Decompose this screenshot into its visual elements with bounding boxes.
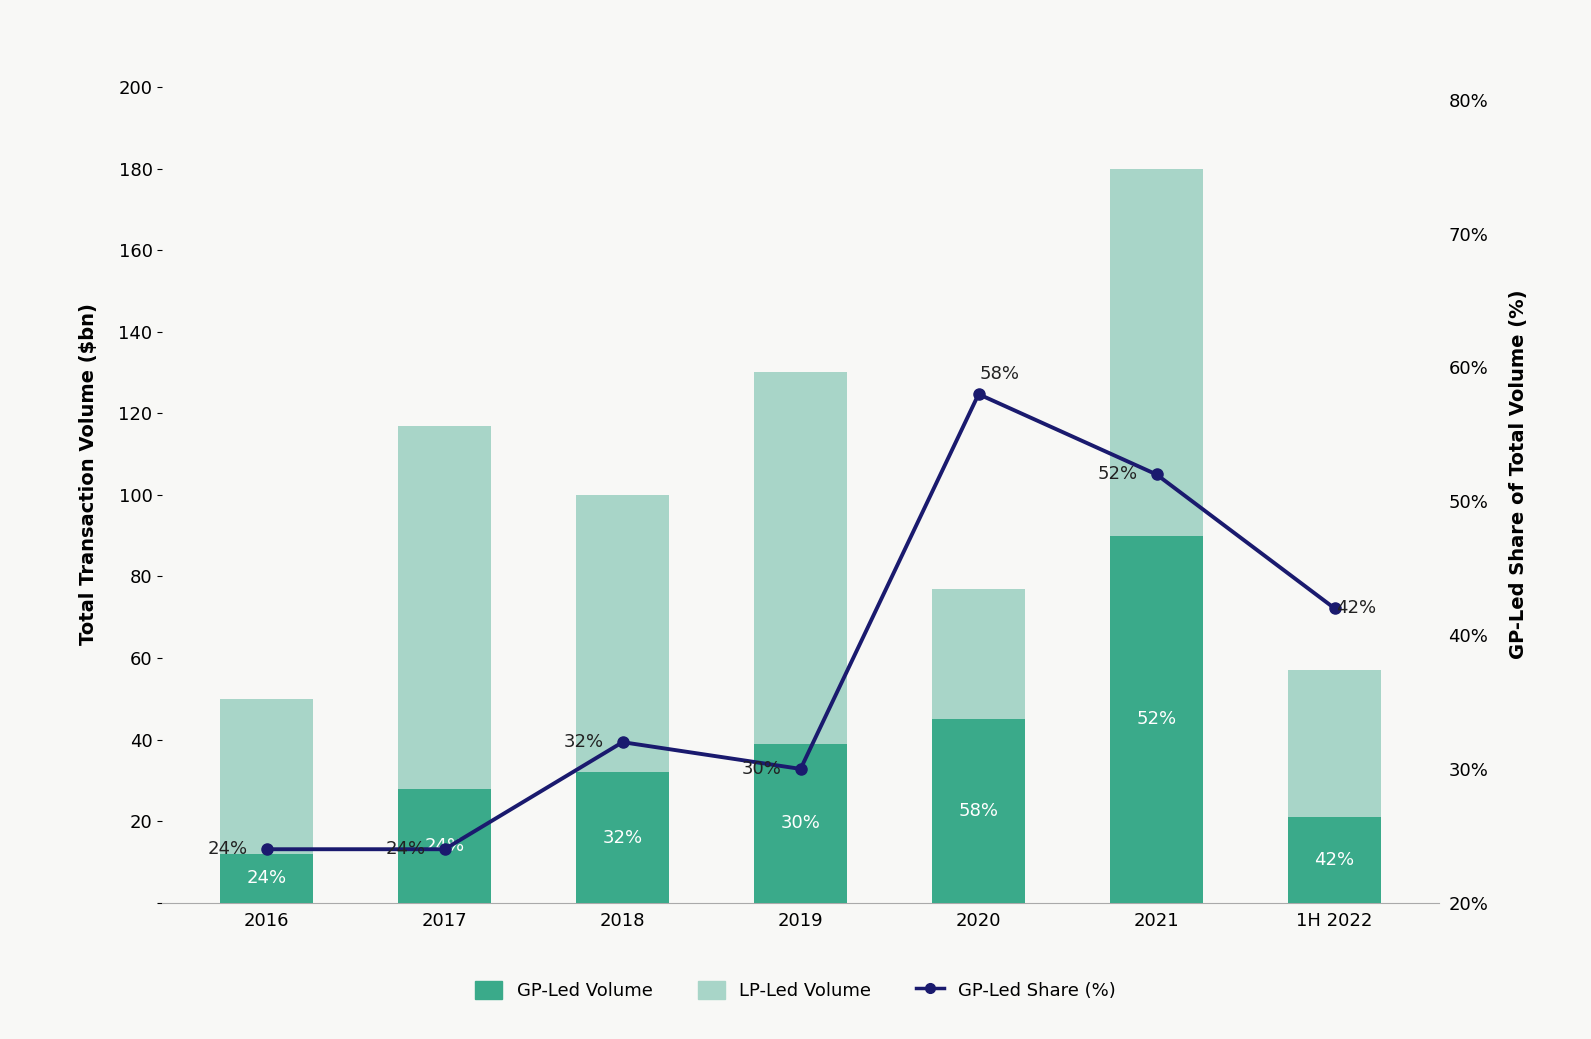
- Bar: [932, 589, 1025, 719]
- Text: 24%: 24%: [207, 841, 248, 858]
- Text: 52%: 52%: [1136, 711, 1177, 728]
- Bar: [754, 744, 846, 903]
- Text: 58%: 58%: [980, 365, 1020, 383]
- Bar: [220, 699, 313, 854]
- Bar: [1111, 168, 1203, 536]
- Bar: [932, 719, 1025, 903]
- Text: 42%: 42%: [1336, 600, 1376, 617]
- Bar: [1289, 817, 1381, 903]
- Legend: GP-Led Volume, LP-Led Volume, GP-Led Share (%): GP-Led Volume, LP-Led Volume, GP-Led Sha…: [466, 971, 1125, 1009]
- Text: 42%: 42%: [1314, 851, 1354, 869]
- Bar: [576, 772, 668, 903]
- Y-axis label: Total Transaction Volume ($bn): Total Transaction Volume ($bn): [78, 303, 97, 645]
- Y-axis label: GP-Led Share of Total Volume (%): GP-Led Share of Total Volume (%): [1510, 290, 1529, 659]
- Bar: [398, 426, 492, 789]
- Text: 24%: 24%: [385, 841, 425, 858]
- Bar: [1111, 536, 1203, 903]
- Text: 24%: 24%: [247, 870, 286, 887]
- Bar: [754, 373, 846, 744]
- Text: 32%: 32%: [563, 734, 603, 751]
- Text: 24%: 24%: [425, 836, 465, 855]
- Text: 32%: 32%: [603, 828, 643, 847]
- Bar: [220, 854, 313, 903]
- Text: 30%: 30%: [781, 815, 821, 832]
- Text: 52%: 52%: [1098, 465, 1138, 483]
- Bar: [398, 789, 492, 903]
- Bar: [1289, 670, 1381, 817]
- Text: 58%: 58%: [958, 802, 999, 820]
- Bar: [576, 495, 668, 772]
- Text: 30%: 30%: [741, 760, 781, 778]
